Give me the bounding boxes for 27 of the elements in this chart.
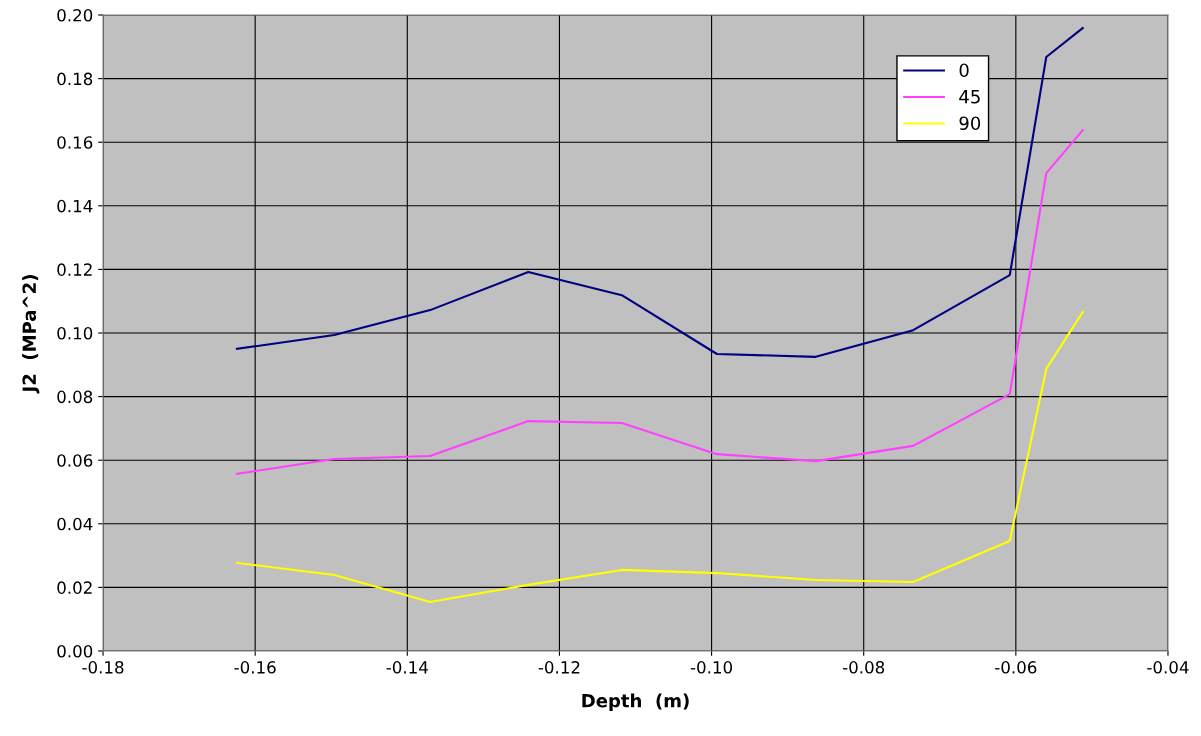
x-tick-label: -0.16 [234,661,276,674]
x-tick-label: -0.10 [690,661,733,674]
legend-label: 0 [959,63,969,78]
y-tick-label: 0.06 [57,454,93,467]
y-tick-label: 0.20 [57,8,93,22]
y-tick-label: 0.14 [57,199,93,213]
y-tick-label: 0.00 [57,644,93,658]
x-tick-label: -0.14 [386,661,428,674]
line-series [235,310,1084,604]
x-tick-label: -0.18 [82,661,124,674]
line-series [235,129,1084,475]
y-tick-label: 0.08 [57,390,93,404]
y-tick-label: 0.16 [57,136,93,149]
legend-label: 45 [959,90,980,104]
x-tick-label: -0.08 [842,661,885,674]
legend-label: 90 [959,116,981,131]
y-tick-label: 0.12 [57,263,92,276]
x-tick-label: -0.06 [995,661,1037,674]
y-tick-label: 0.02 [57,581,92,594]
line-series [235,27,1084,358]
x-tick-label: -0.04 [1147,661,1189,674]
y-tick-label: 0.10 [57,326,93,340]
y-tick-label: 0.18 [57,72,93,86]
y-tick-label: 0.04 [57,517,93,531]
y-axis-title: J2 (MPa^2) [22,275,40,394]
x-tick-label: -0.12 [538,661,580,674]
x-axis-title: Depth (m) [582,693,689,711]
